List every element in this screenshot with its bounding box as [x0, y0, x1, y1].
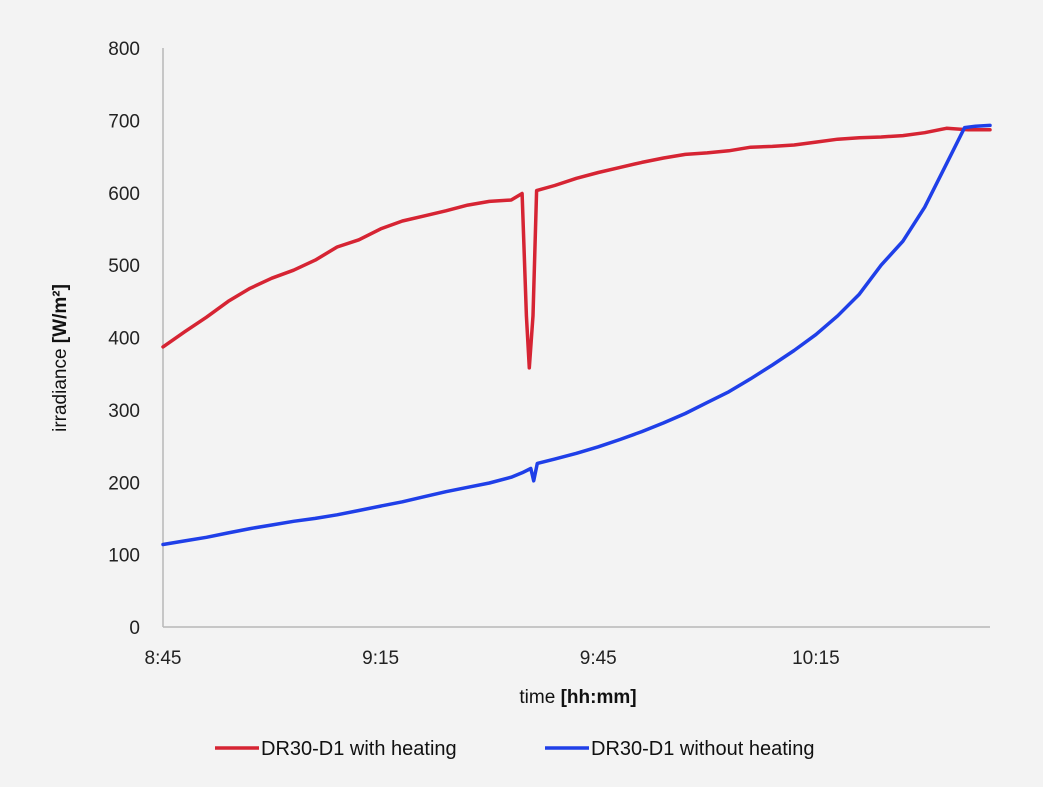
- x-tick-label: 10:15: [792, 648, 840, 669]
- y-tick-label: 400: [108, 329, 140, 350]
- legend-item-with-heating: DR30-D1 with heating: [215, 738, 457, 760]
- y-tick-label: 800: [108, 39, 140, 60]
- legend: DR30-D1 with heating DR30-D1 without hea…: [215, 738, 814, 760]
- legend-label-without-heating: DR30-D1 without heating: [591, 738, 814, 760]
- x-tick-label: 8:45: [145, 648, 182, 669]
- x-axis-ticks: 8:45 9:15 9:45 10:15: [145, 648, 840, 669]
- y-axis-title-text: irradiance: [50, 343, 71, 432]
- x-tick-label: 9:45: [580, 648, 617, 669]
- series-group: [163, 125, 990, 544]
- x-axis-title-text: time: [519, 687, 560, 708]
- y-tick-label: 100: [108, 546, 140, 567]
- x-axis-title: time [hh:mm]: [519, 687, 636, 708]
- y-axis-title-unit: [W/m²]: [50, 284, 71, 343]
- y-tick-label: 200: [108, 473, 140, 494]
- x-axis-title-unit: [hh:mm]: [561, 687, 637, 708]
- legend-label-with-heating: DR30-D1 with heating: [261, 738, 457, 760]
- series-line-without-heating: [163, 125, 990, 544]
- series-line-with-heating: [163, 128, 990, 368]
- y-axis-ticks: 0 100 200 300 400 500 600 700 800: [108, 39, 140, 639]
- y-tick-label: 500: [108, 256, 140, 277]
- y-tick-label: 300: [108, 401, 140, 422]
- y-tick-label: 0: [129, 618, 140, 639]
- legend-item-without-heating: DR30-D1 without heating: [545, 738, 814, 760]
- y-axis-title: irradiance [W/m²]: [50, 284, 71, 432]
- x-tick-label: 9:15: [362, 648, 399, 669]
- y-tick-label: 600: [108, 184, 140, 205]
- y-tick-label: 700: [108, 111, 140, 132]
